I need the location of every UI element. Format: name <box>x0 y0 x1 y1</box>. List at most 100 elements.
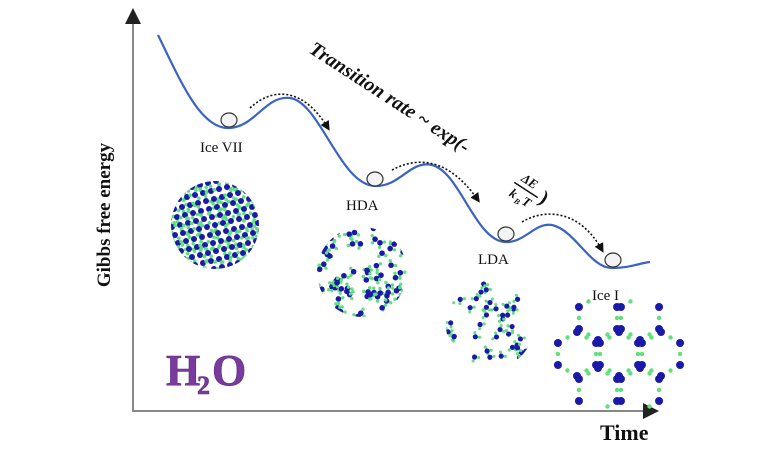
water-molecule <box>367 291 374 298</box>
water-molecule <box>211 266 217 269</box>
water-molecule <box>254 194 259 200</box>
water-molecule <box>228 218 234 224</box>
water-molecule <box>553 339 562 347</box>
water-molecule <box>239 224 245 230</box>
water-molecule <box>183 238 189 244</box>
water-molecule <box>248 248 254 254</box>
transition-rate-equation: Transition rate ~ exp(- ΔE k B T ) <box>305 38 552 211</box>
water-molecule <box>210 240 216 246</box>
water-molecule <box>185 220 191 226</box>
water-molecule <box>272 242 278 248</box>
water-molecule <box>616 397 625 405</box>
water-molecule <box>498 353 504 359</box>
water-molecule <box>192 192 198 198</box>
water-molecule <box>278 258 284 264</box>
water-molecule <box>386 311 393 317</box>
water-molecule <box>162 182 168 188</box>
water-molecule <box>237 172 243 178</box>
water-molecule <box>223 228 229 234</box>
water-molecule <box>246 196 252 202</box>
water-molecule <box>446 329 451 335</box>
water-molecule <box>385 289 391 296</box>
water-molecule <box>214 274 220 280</box>
water-molecule <box>232 252 238 258</box>
water-molecule <box>182 212 188 218</box>
water-molecule <box>215 230 221 236</box>
water-molecule <box>358 310 364 316</box>
water-molecule <box>457 296 463 302</box>
water-molecule <box>206 276 212 282</box>
water-molecule <box>186 246 192 252</box>
water-molecule <box>676 339 685 347</box>
water-molecule <box>573 328 581 336</box>
water-molecule <box>216 256 222 262</box>
water-molecule <box>378 272 384 279</box>
water-molecule <box>188 228 194 234</box>
water-molecule <box>467 305 473 311</box>
water-molecule <box>227 262 233 268</box>
water-molecule <box>195 200 201 206</box>
water-molecule <box>184 264 190 269</box>
water-molecule <box>530 296 534 302</box>
water-molecule <box>261 236 267 242</box>
water-molecule <box>186 181 192 182</box>
water-molecule <box>275 250 281 256</box>
water-molecule <box>256 246 259 252</box>
water-molecule <box>189 184 195 190</box>
water-molecule <box>218 168 224 174</box>
water-molecule <box>251 186 257 192</box>
water-molecule <box>229 174 235 180</box>
water-molecule <box>243 188 249 194</box>
water-molecule <box>171 216 172 222</box>
water-molecule <box>321 227 328 231</box>
water-molecule <box>203 198 209 204</box>
water-molecule <box>213 248 219 254</box>
water-molecule <box>202 242 208 248</box>
water-molecule <box>197 182 203 188</box>
water-molecule <box>224 184 230 190</box>
water-molecule <box>178 181 184 184</box>
water-molecule <box>255 220 259 226</box>
water-molecule <box>574 375 583 383</box>
water-molecule <box>328 235 334 242</box>
water-molecule <box>351 229 358 236</box>
water-molecule <box>210 170 216 176</box>
water-molecule <box>201 216 207 222</box>
ball-ice-i <box>604 252 622 268</box>
water-molecule <box>471 354 478 360</box>
water-molecule <box>189 254 195 260</box>
water-molecule <box>391 241 398 247</box>
water-molecule <box>346 231 352 237</box>
water-molecule <box>483 304 490 310</box>
water-molecule <box>344 288 350 295</box>
water-molecule <box>396 296 403 302</box>
water-molecule <box>520 354 527 361</box>
water-molecule <box>198 208 204 214</box>
water-molecule <box>174 214 180 220</box>
water-molecule <box>493 334 500 340</box>
water-molecule <box>221 246 227 252</box>
water-molecule <box>179 204 185 210</box>
water-molecule <box>227 192 233 198</box>
water-molecule <box>180 230 186 236</box>
water-molecule <box>514 345 521 351</box>
water-molecule <box>655 375 664 383</box>
water-molecule <box>220 220 226 226</box>
water-molecule <box>392 306 399 313</box>
water-molecule <box>266 226 272 232</box>
water-molecule <box>243 258 249 264</box>
water-molecule <box>483 287 489 293</box>
water-molecule <box>214 204 220 210</box>
water-molecule <box>203 268 209 269</box>
water-molecule <box>152 202 158 208</box>
water-molecule <box>247 222 253 228</box>
state-label-ice-i: Ice I <box>592 288 619 304</box>
water-molecule <box>257 202 259 208</box>
water-molecule <box>230 270 236 276</box>
water-molecule <box>181 256 187 262</box>
water-molecule <box>195 270 201 276</box>
water-molecule <box>240 181 246 186</box>
water-molecule <box>317 292 323 299</box>
water-molecule <box>252 212 258 218</box>
water-molecule <box>262 262 268 268</box>
